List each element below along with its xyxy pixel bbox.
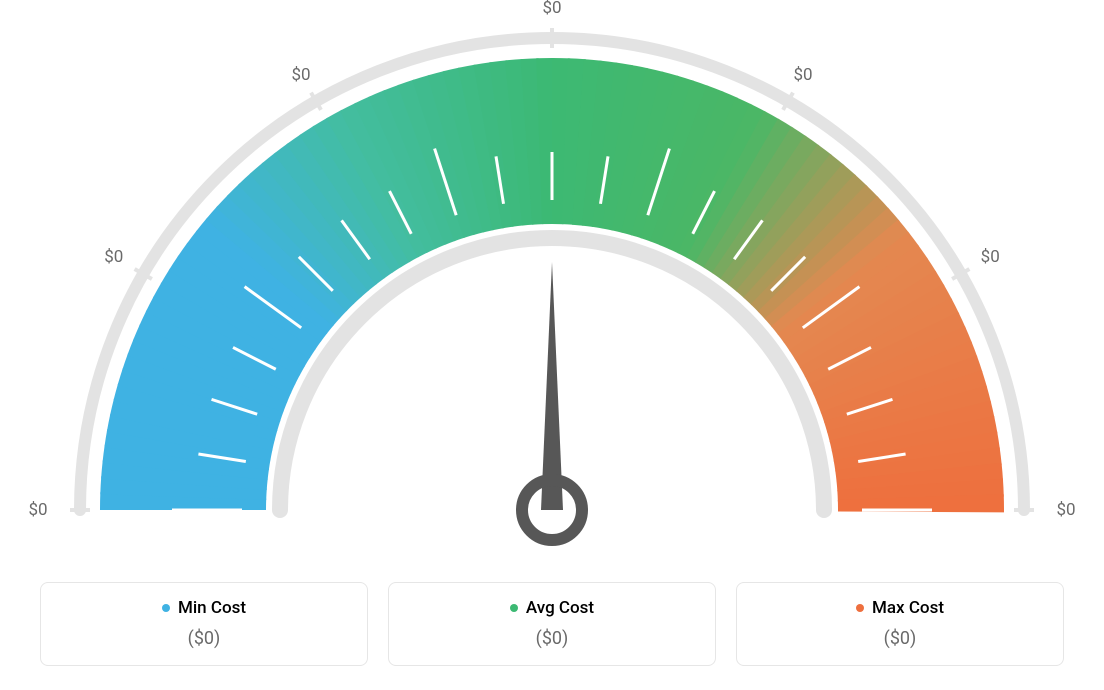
gauge-tick-label: $0 (1056, 500, 1075, 520)
legend-label-max: Max Cost (872, 598, 944, 618)
legend-value-max: ($0) (747, 628, 1053, 649)
legend-label-min: Min Cost (178, 598, 246, 618)
legend-dot-avg (510, 604, 518, 612)
legend-dot-min (162, 604, 170, 612)
gauge-area: $0 $0 $0 $0 $0 $0 $0 (0, 0, 1104, 560)
gauge-tick-label: $0 (542, 0, 561, 18)
gauge-tick-label: $0 (28, 500, 47, 520)
legend-dot-max (856, 604, 864, 612)
gauge-tick-label: $0 (104, 247, 123, 267)
gauge-svg (0, 0, 1104, 560)
legend-value-avg: ($0) (399, 628, 705, 649)
legend-title-avg: Avg Cost (510, 598, 594, 618)
legend-row: Min Cost ($0) Avg Cost ($0) Max Cost ($0… (40, 582, 1064, 666)
gauge-tick-label: $0 (981, 247, 1000, 267)
legend-card-max: Max Cost ($0) (736, 582, 1064, 666)
gauge-tick-label: $0 (793, 65, 812, 85)
legend-label-avg: Avg Cost (526, 598, 594, 618)
legend-card-avg: Avg Cost ($0) (388, 582, 716, 666)
legend-card-min: Min Cost ($0) (40, 582, 368, 666)
legend-title-min: Min Cost (162, 598, 246, 618)
legend-title-max: Max Cost (856, 598, 944, 618)
legend-value-min: ($0) (51, 628, 357, 649)
gauge-tick-label: $0 (291, 65, 310, 85)
gauge-chart-container: $0 $0 $0 $0 $0 $0 $0 Min Cost ($0) Avg Cost ($… (0, 0, 1104, 690)
